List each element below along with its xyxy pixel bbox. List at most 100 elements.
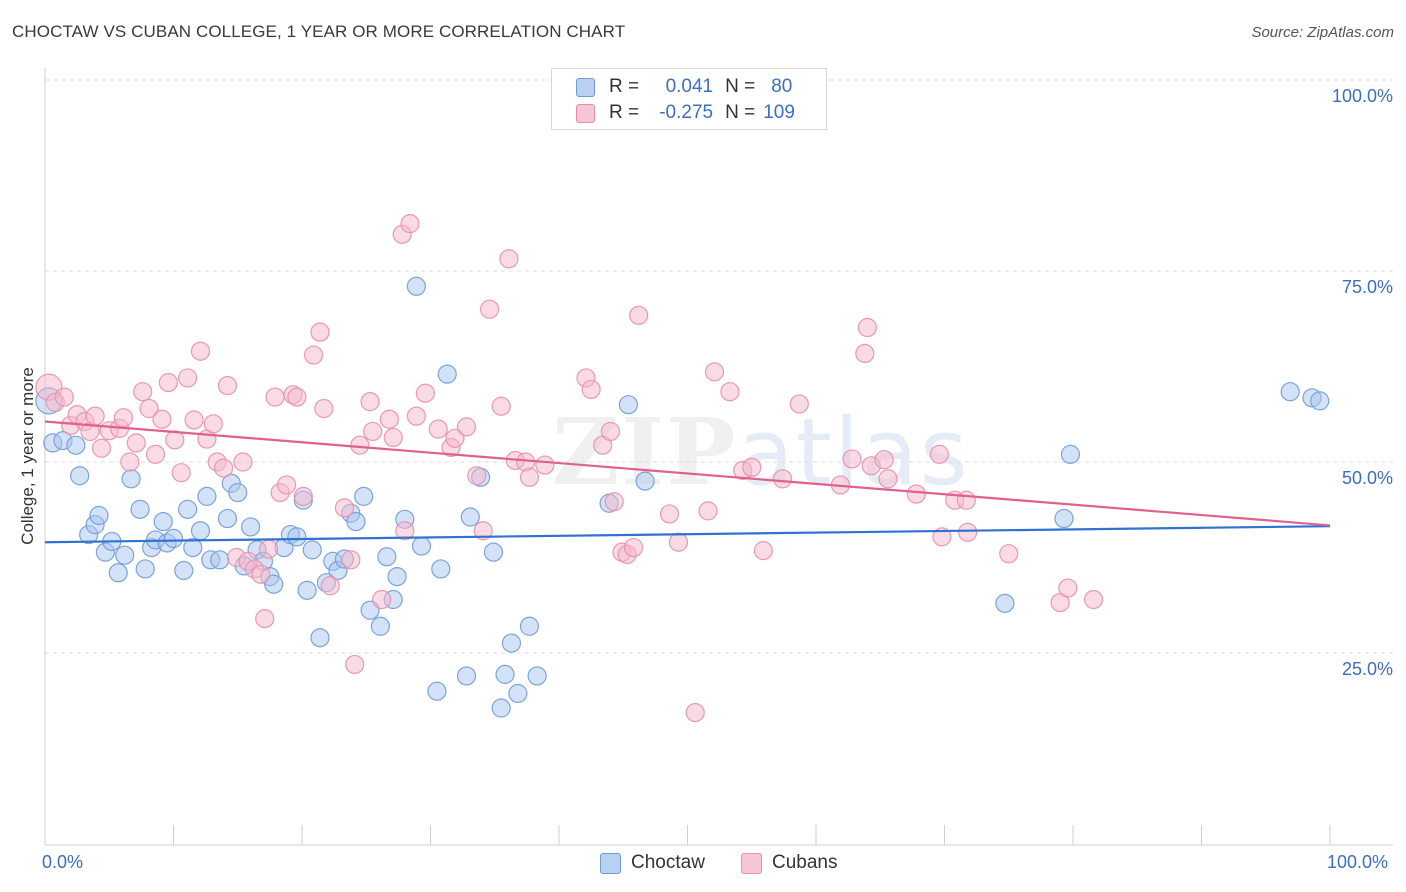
cubans-point — [379, 409, 399, 429]
choctaw-point — [210, 550, 230, 570]
choctaw-point — [153, 511, 173, 532]
cubans-point — [535, 455, 555, 475]
cubans-point — [958, 522, 978, 542]
cubans-point — [600, 421, 621, 442]
cubans-point — [467, 466, 487, 486]
cubans-point — [145, 444, 166, 464]
legend-item-cubans: Cubans — [741, 852, 838, 874]
cubans-point — [855, 343, 875, 364]
cubans-point — [742, 457, 762, 477]
choctaw-point — [1054, 508, 1074, 529]
n-value: 109 — [763, 102, 795, 123]
n-value: 80 — [771, 76, 793, 97]
r-value: -0.275 — [659, 102, 714, 123]
legend-label-cubans: Cubans — [772, 852, 838, 873]
choctaw-point — [89, 505, 109, 526]
choctaw-swatch — [576, 77, 595, 97]
choctaw-point — [287, 527, 307, 547]
cubans-point — [334, 498, 355, 518]
cubans-point — [519, 467, 540, 487]
cubans-point — [857, 317, 878, 338]
cubans-point — [152, 409, 172, 429]
cubans-point — [491, 396, 511, 416]
choctaw-point — [387, 566, 407, 587]
choctaw-point — [370, 616, 390, 636]
choctaw-trend-line — [44, 525, 1331, 544]
cubans-point — [360, 392, 380, 412]
cubans-point — [383, 427, 403, 448]
cubans-point — [54, 387, 74, 407]
cubans-point — [372, 589, 392, 610]
cubans-point — [1083, 589, 1104, 610]
choctaw-point — [70, 466, 90, 486]
x-tick-label-min: 0.0% — [42, 852, 84, 872]
cubans-point — [120, 452, 140, 472]
cubans-point — [581, 379, 601, 400]
choctaw-legend-swatch — [600, 852, 621, 874]
cubans-point — [932, 527, 952, 547]
cubans-point — [956, 490, 976, 510]
choctaw-point — [135, 559, 155, 579]
legend-item-choctaw: Choctaw — [600, 852, 705, 874]
cubans-point — [126, 433, 146, 453]
cubans-point — [190, 341, 211, 361]
cubans-point — [139, 398, 159, 419]
cubans-point — [428, 419, 448, 439]
choctaw-point — [1060, 444, 1081, 464]
x-tick-label-max: 100.0% — [1327, 852, 1389, 872]
r-value: 0.041 — [665, 76, 714, 97]
cubans-point — [473, 521, 493, 541]
cubans-point — [320, 576, 340, 596]
choctaw-point — [618, 395, 638, 415]
choctaw-point — [190, 521, 211, 541]
cubans-point — [629, 305, 649, 325]
trend-lines — [44, 420, 1331, 544]
stats-row-choctaw: R = 0.041 N = 80 — [576, 74, 792, 100]
cubans-point — [604, 492, 624, 512]
cubans-point — [659, 504, 680, 524]
choctaw-point — [406, 276, 426, 296]
choctaw-point — [377, 547, 397, 567]
cubans-point — [158, 372, 178, 393]
cubans-point — [133, 382, 153, 402]
cubans-points — [35, 214, 1104, 723]
cubans-point — [480, 299, 500, 319]
n-label: N = — [725, 76, 756, 97]
choctaw-point — [1280, 382, 1300, 402]
choctaw-point — [121, 469, 141, 489]
choctaw-point — [297, 580, 317, 600]
y-axis-label: College, 1 year or more — [18, 367, 37, 545]
choctaw-point — [197, 486, 217, 506]
r-label: R = — [609, 76, 640, 97]
choctaw-point — [217, 508, 238, 529]
choctaw-point — [228, 482, 248, 503]
choctaw-point — [491, 698, 511, 718]
cubans-point — [400, 214, 420, 234]
cubans-point — [178, 368, 198, 388]
choctaw-point — [354, 486, 374, 506]
cubans-point — [789, 394, 809, 414]
choctaw-point — [174, 560, 194, 581]
cubans-point — [203, 414, 223, 434]
cubans-point — [255, 609, 275, 629]
cubans-point — [251, 564, 271, 584]
choctaw-point — [460, 507, 480, 527]
choctaw-point — [264, 574, 284, 594]
choctaw-point — [527, 666, 547, 686]
choctaw-point — [163, 528, 184, 549]
choctaw-point — [66, 435, 86, 455]
choctaw-point — [427, 681, 447, 701]
choctaw-point — [483, 542, 504, 562]
choctaw-point — [310, 628, 330, 648]
choctaw-point — [241, 517, 261, 537]
cubans-swatch — [576, 103, 595, 123]
choctaw-point — [302, 540, 322, 560]
cubans-point — [310, 322, 330, 342]
choctaw-point — [431, 559, 451, 579]
cubans-point — [287, 387, 307, 407]
cubans-point — [350, 435, 370, 455]
cubans-point — [184, 410, 204, 430]
r-label: R = — [609, 102, 640, 123]
cubans-point — [842, 449, 862, 469]
legend-label-choctaw: Choctaw — [631, 852, 705, 873]
